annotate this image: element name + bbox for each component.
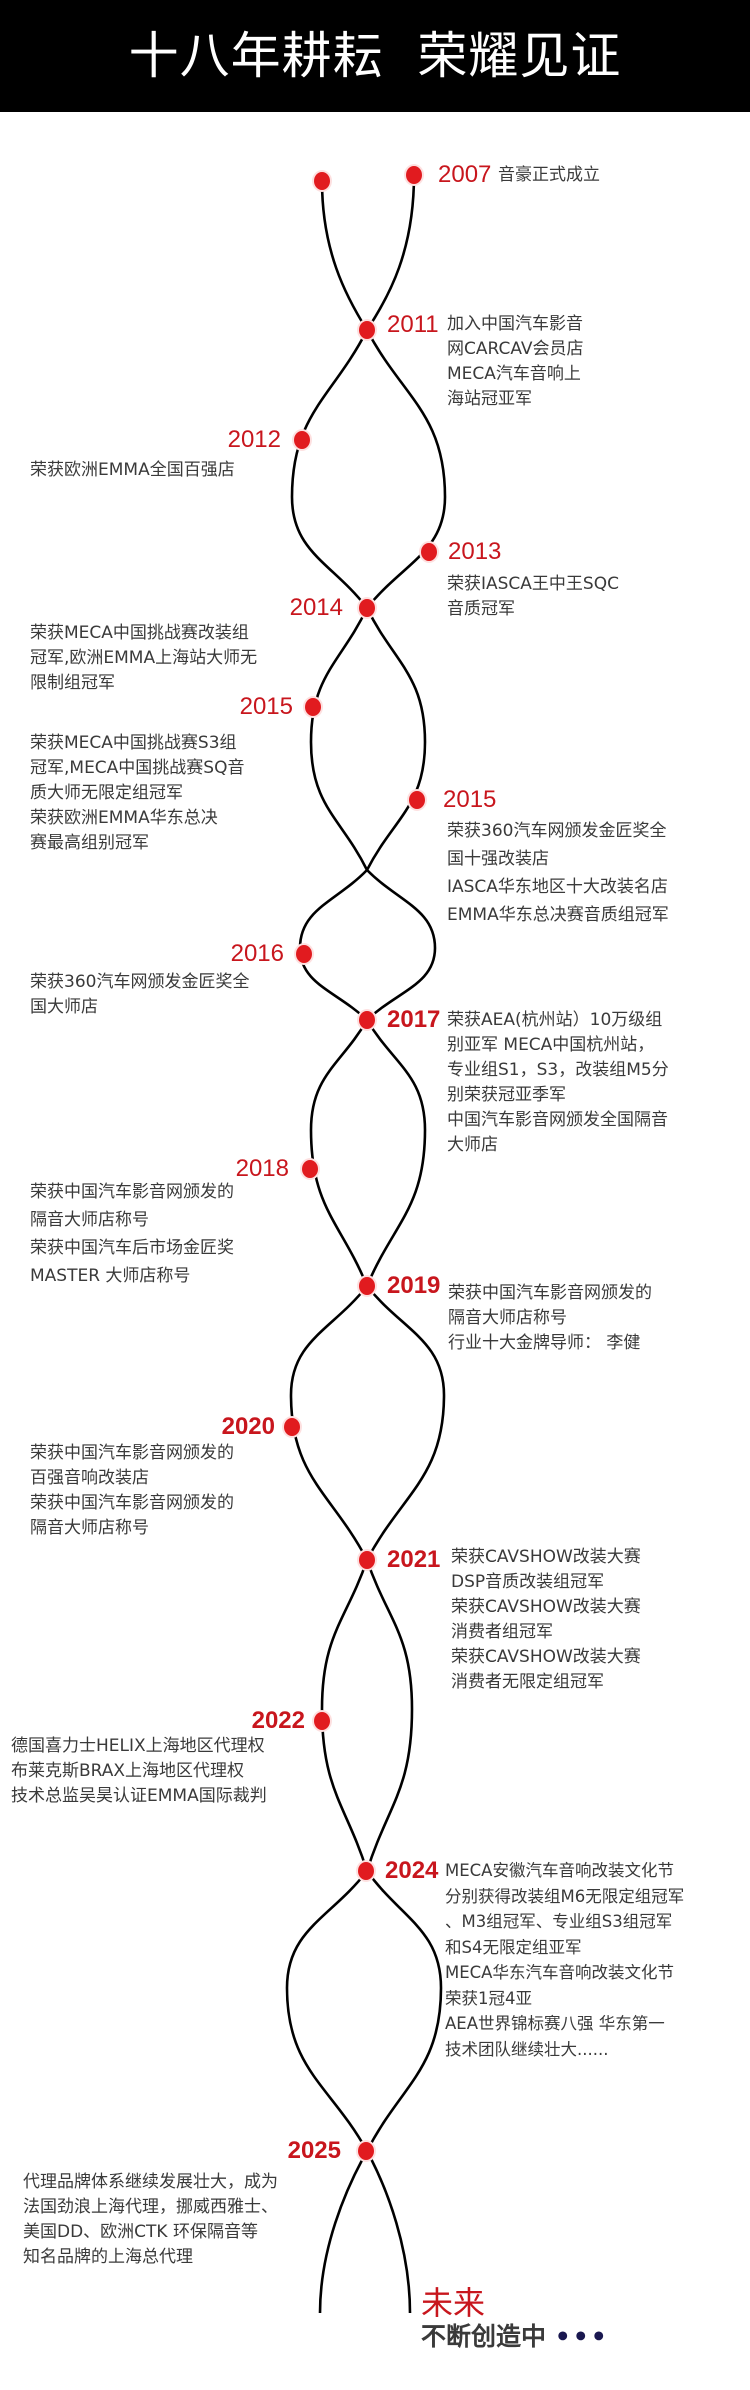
ellipsis-icon: •••: [554, 2322, 609, 2351]
year-label: 2012: [227, 426, 281, 453]
milestone-text: 荣获CAVSHOW改装大赛 DSP音质改装组冠军 荣获CAVSHOW改装大赛 消…: [451, 1547, 641, 1692]
timeline-dot-2015a: [305, 698, 321, 716]
timeline-dot-2014: [359, 599, 375, 617]
timeline-dot-start: [314, 172, 330, 190]
year-label: 2019: [387, 1272, 441, 1299]
timeline-dot-2013: [421, 543, 437, 561]
timeline-dot-2024: [358, 1862, 374, 1880]
timeline-strand-left: [285, 180, 369, 2314]
year-label: 2025: [287, 2137, 341, 2164]
milestone-text: 荣获IASCA王中王SQC 音质冠军: [447, 574, 619, 619]
timeline-dot-2021: [359, 1551, 375, 1569]
milestone-text: 加入中国汽车影音 网CARCAV会员店 MECA汽车音响上 海站冠亚军: [447, 314, 584, 409]
year-label: 2022: [251, 1707, 305, 1734]
header-bar: 十八年耕耘 荣耀见证: [0, 0, 750, 112]
milestone-text: 荣获中国汽车影音网颁发的 隔音大师店称号 荣获中国汽车后市场金匠奖 MASTER…: [30, 1182, 234, 1286]
timeline-dot-2011: [359, 321, 375, 339]
timeline-dot-2017: [359, 1011, 375, 1029]
year-label: 2017: [387, 1006, 441, 1033]
future-subtitle: 不断创造中 •••: [421, 2322, 609, 2352]
timeline-dot-2012: [294, 431, 310, 449]
year-label: 2024: [385, 1857, 439, 1884]
milestone-text: 荣获AEA(杭州站）10万级组 别亚军 MECA中国杭州站， 专业组S1，S3，…: [447, 1010, 669, 1155]
timeline-dot-2025: [358, 2142, 374, 2160]
year-label: 2016: [230, 940, 284, 967]
year-label: 2015: [443, 786, 497, 813]
timeline-dot-2016: [296, 945, 312, 963]
timeline-dot-2020: [284, 1418, 300, 1436]
milestone-text: 德国喜力士HELIX上海地区代理权 布莱克斯BRAX上海地区代理权 技术总监吴昊…: [11, 1736, 267, 1806]
milestone-text: 荣获MECA中国挑战赛S3组 冠军,MECA中国挑战赛SQ音 质大师无限定组冠军…: [30, 733, 245, 853]
year-label: 2015: [239, 693, 293, 720]
timeline-dot-2018: [302, 1160, 318, 1178]
milestone-text: 代理品牌体系继续发展壮大，成为 法国劲浪上海代理，挪威西雅士、 美国DD、欧洲C…: [23, 2172, 278, 2267]
milestone-text: 荣获欧洲EMMA全国百强店: [30, 460, 235, 480]
year-label: 2014: [289, 594, 343, 621]
year-label: 2018: [235, 1155, 289, 1182]
milestone-text: 荣获360汽车网颁发金匠奖全 国大师店: [30, 972, 250, 1017]
timeline-dot-2015b: [409, 791, 425, 809]
year-label: 2007: [438, 161, 492, 188]
timeline-dot-2019: [359, 1277, 375, 1295]
milestone-text: MECA安徽汽车音响改装文化节 分别获得改装组M6无限定组冠军 、M3组冠军、专…: [445, 1861, 685, 2059]
milestone-text: 荣获MECA中国挑战赛改装组 冠军,欧洲EMMA上海站大师无 限制组冠军: [30, 623, 258, 693]
milestone-text: 音豪正式成立: [498, 165, 600, 185]
year-label: 2013: [448, 538, 502, 565]
year-label: 2021: [387, 1546, 441, 1573]
milestone-text: 荣获360汽车网颁发金匠奖全 国十强改装店 IASCA华东地区十大改装名店 EM…: [447, 821, 669, 925]
timeline-strand-right: [365, 174, 447, 2314]
year-label: 2011: [387, 311, 439, 338]
milestone-text: 荣获中国汽车影音网颁发的 百强音响改装店 荣获中国汽车影音网颁发的 隔音大师店称…: [30, 1443, 234, 1538]
timeline-dot-2007: [406, 166, 422, 184]
timeline-dot-2022: [314, 1712, 330, 1730]
year-label: 2020: [221, 1413, 275, 1440]
milestone-text: 荣获中国汽车影音网颁发的 隔音大师店称号 行业十大金牌导师： 李健: [448, 1283, 652, 1353]
page-title: 十八年耕耘 荣耀见证: [128, 27, 622, 85]
future-subtitle-text: 不断创造中: [421, 2322, 547, 2351]
future-heading: 未来: [421, 2284, 486, 2322]
